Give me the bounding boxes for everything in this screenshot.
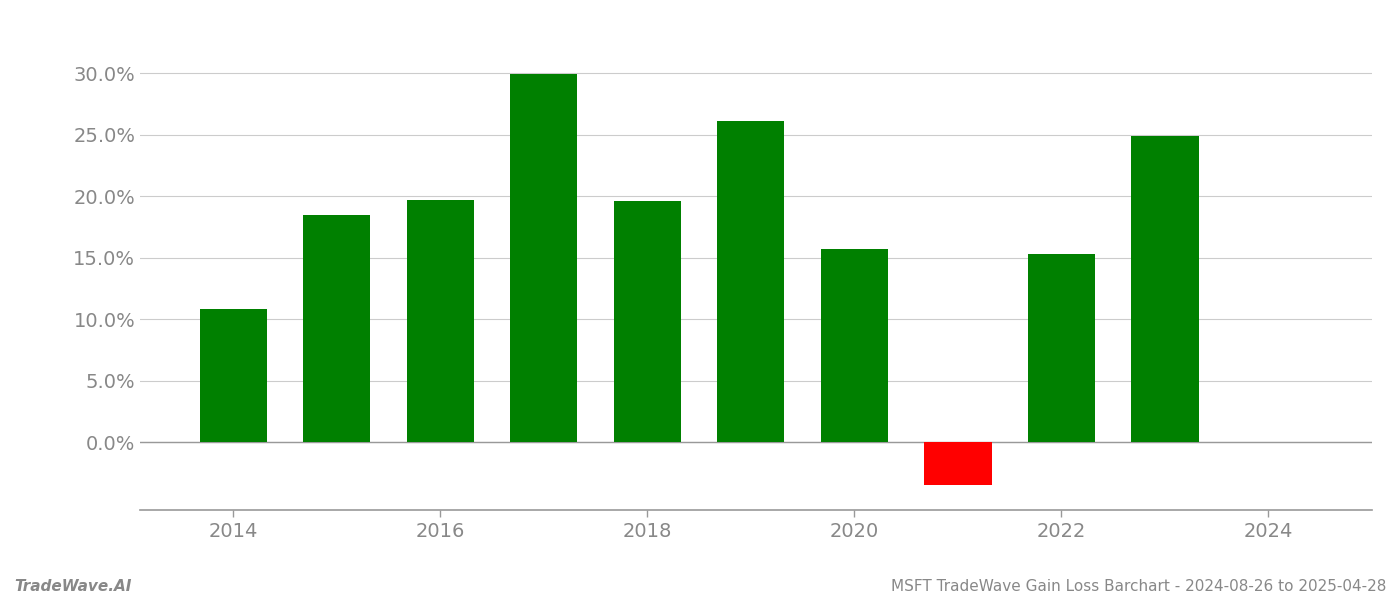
Text: MSFT TradeWave Gain Loss Barchart - 2024-08-26 to 2025-04-28: MSFT TradeWave Gain Loss Barchart - 2024… bbox=[890, 579, 1386, 594]
Bar bbox=[613, 201, 680, 442]
Bar bbox=[1131, 136, 1198, 442]
Bar bbox=[302, 215, 371, 442]
Bar bbox=[924, 442, 991, 485]
Bar bbox=[820, 249, 888, 442]
Bar bbox=[717, 121, 784, 442]
Bar bbox=[200, 310, 267, 442]
Text: TradeWave.AI: TradeWave.AI bbox=[14, 579, 132, 594]
Bar bbox=[510, 74, 577, 442]
Bar bbox=[406, 200, 473, 442]
Bar bbox=[1028, 254, 1095, 442]
